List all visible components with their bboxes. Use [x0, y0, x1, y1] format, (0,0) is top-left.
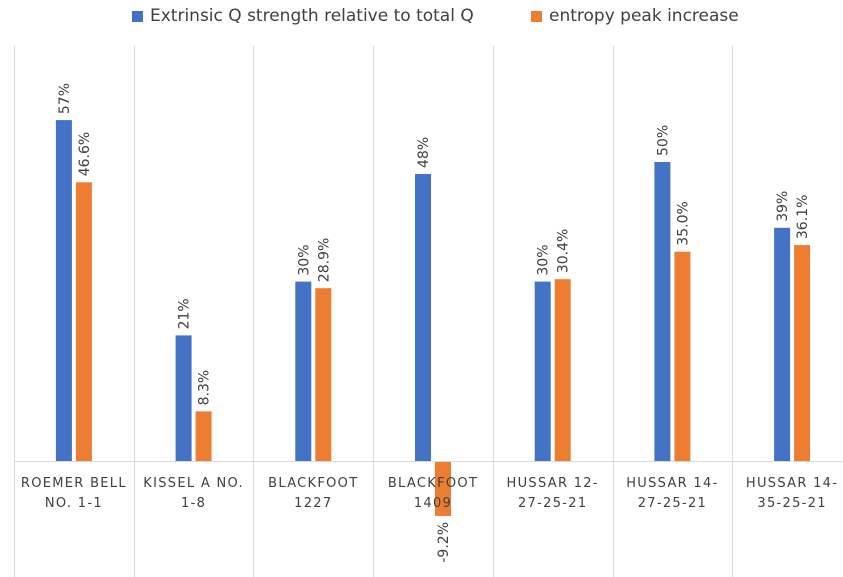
bar-hussar-14-35-25-21-series-0	[774, 227, 791, 461]
bar-roemer-bell-no-1-1-series-1	[75, 182, 92, 462]
bar-hussar-14-27-25-21-series-1	[674, 251, 691, 461]
legend-swatch-orange	[531, 10, 542, 22]
data-label: -9.2%	[436, 522, 452, 563]
category-label: BLACKFOOT	[388, 476, 478, 491]
bar-blackfoot-1227-series-1	[315, 288, 332, 461]
category-label: 27-25-21	[518, 496, 587, 511]
data-label: 46.6%	[77, 132, 93, 176]
bar-blackfoot-1227-series-0	[295, 281, 312, 461]
category-label: HUSSAR 14-	[746, 476, 838, 491]
bar-hussar-14-35-25-21-series-1	[794, 245, 811, 461]
category-label: 35-25-21	[757, 496, 826, 511]
legend-item-entropy-peak: entropy peak increase	[531, 6, 739, 26]
legend: Extrinsic Q strength relative to total Q…	[0, 6, 843, 30]
category-label: 1227	[294, 496, 332, 511]
data-label: 8.3%	[197, 370, 213, 406]
data-label: 50%	[655, 125, 671, 156]
data-label: 57%	[57, 83, 73, 114]
bar-hussar-14-27-25-21-series-0	[654, 162, 671, 461]
category-label: ROEMER BELL	[21, 476, 127, 491]
data-label: 30%	[536, 244, 552, 275]
bar-roemer-bell-no-1-1-series-0	[55, 120, 72, 461]
bar-hussar-12-27-25-21-series-1	[554, 279, 571, 461]
data-label: 35.0%	[675, 201, 691, 245]
legend-item-extrinsic-q: Extrinsic Q strength relative to total Q	[132, 6, 474, 26]
category-label: NO. 1-1	[45, 496, 103, 511]
bar-kissel-a-no-1-8-series-1	[195, 411, 212, 461]
bar-hussar-12-27-25-21-series-0	[534, 281, 551, 461]
bar-blackfoot-1409-series-0	[415, 174, 431, 461]
legend-label-entropy-peak: entropy peak increase	[549, 6, 739, 26]
category-label: 1-8	[181, 496, 206, 511]
data-label: 21%	[177, 298, 193, 329]
category-label: 27-25-21	[638, 496, 707, 511]
category-label: HUSSAR 14-	[626, 476, 718, 491]
data-label: 30%	[296, 244, 312, 275]
data-label: 48%	[416, 137, 432, 168]
data-label: 30.4%	[556, 229, 572, 273]
legend-swatch-blue	[132, 10, 143, 22]
category-label: HUSSAR 12-	[507, 476, 599, 491]
legend-label-extrinsic-q: Extrinsic Q strength relative to total Q	[150, 6, 474, 26]
bar-blackfoot-1409-series-1	[435, 461, 451, 516]
category-label: BLACKFOOT	[268, 476, 358, 491]
data-label: 28.9%	[316, 238, 332, 282]
category-label: 1409	[414, 496, 452, 511]
data-label: 39%	[775, 191, 791, 222]
data-label: 36.1%	[795, 195, 811, 239]
category-label: KISSEL A NO.	[143, 476, 244, 491]
bar-kissel-a-no-1-8-series-0	[175, 335, 192, 461]
